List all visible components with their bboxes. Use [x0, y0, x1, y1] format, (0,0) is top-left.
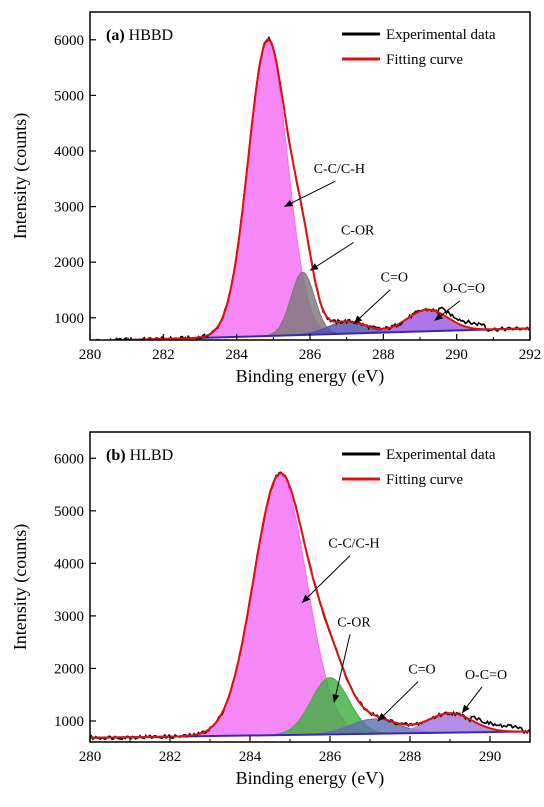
legend-entry-label: Experimental data: [386, 27, 496, 43]
x-tick-label: 286: [319, 749, 342, 765]
x-tick-label: 290: [445, 347, 468, 363]
annotation-arrow-line: [284, 180, 336, 208]
peak-c-c-c-h: [90, 474, 530, 739]
peak-annotation-label: O-C=O: [443, 282, 485, 297]
annotation-arrow-head: [302, 594, 311, 603]
x-tick-label: 288: [399, 749, 422, 765]
y-tick-label: 3000: [54, 200, 84, 216]
x-axis-label: Binding energy (eV): [236, 768, 385, 789]
y-tick-label: 5000: [54, 504, 84, 520]
x-tick-label: 282: [159, 749, 182, 765]
fitting-curve-line: [90, 472, 530, 739]
y-tick-label: 5000: [54, 88, 84, 104]
peak-annotation-label: C=O: [381, 271, 408, 286]
panel-letter: (a): [106, 27, 129, 44]
annotation-arrow-line: [353, 289, 391, 324]
peak-annotation-label: C-OR: [337, 615, 371, 630]
peak-annotation-label: C=O: [408, 663, 435, 678]
legend-entry-label: Fitting curve: [386, 52, 463, 68]
y-tick-label: 1000: [54, 311, 84, 327]
x-tick-label: 284: [225, 347, 248, 363]
legend-entry-label: Experimental data: [386, 447, 496, 463]
y-tick-label: 1000: [54, 714, 84, 730]
y-axis-label: Intensity (counts): [10, 524, 31, 650]
x-tick-label: 292: [519, 347, 542, 363]
y-tick-label: 6000: [54, 451, 84, 467]
x-tick-label: 284: [239, 749, 262, 765]
peak-annotation-label: C-C/C-H: [328, 537, 379, 552]
annotation-arrow-head: [378, 712, 387, 721]
plot-area: [90, 471, 530, 741]
peak-annotation-label: O-C=O: [465, 668, 507, 683]
annotation-arrow-head: [354, 315, 363, 324]
annotation-arrow-line: [309, 241, 354, 271]
annotation-arrow-line: [377, 681, 419, 722]
y-tick-label: 6000: [54, 33, 84, 49]
chart-panel-1: 280 282 284 286 288 290 1000 2000 3000 4000 5000 60…: [10, 431, 531, 789]
annotation-arrow-head: [462, 704, 470, 714]
y-tick-label: 4000: [54, 556, 84, 572]
x-tick-label: 286: [299, 347, 322, 363]
peak-annotation-label: C-OR: [341, 223, 375, 238]
annotation-arrow-head: [310, 263, 319, 271]
annotation-arrow-head: [434, 312, 444, 321]
x-tick-label: 280: [79, 347, 102, 363]
x-tick-label: 288: [372, 347, 395, 363]
y-tick-label: 4000: [54, 144, 84, 160]
annotation-arrow-head: [284, 199, 294, 207]
annotation-arrow-head: [332, 694, 340, 703]
plot-area: [90, 35, 530, 340]
y-tick-label: 3000: [54, 609, 84, 625]
panel-letter: (b): [106, 447, 130, 464]
x-tick-label: 290: [479, 749, 502, 765]
panel-label: (a) HBBD: [106, 27, 173, 44]
panel-sample-name: HBBD: [129, 27, 173, 44]
legend-entry-label: Fitting curve: [386, 472, 463, 488]
panel-label: (b) HLBD: [106, 447, 173, 464]
chart-panel-0: 280 282 284 286 288 290 292 1000 2000 3000 4000 500…: [10, 11, 542, 387]
panel-sample-name: HLBD: [130, 447, 174, 464]
x-tick-label: 282: [152, 347, 175, 363]
y-axis-label: Intensity (counts): [10, 113, 31, 239]
annotation-arrow-line: [333, 634, 351, 703]
y-tick-label: 2000: [54, 255, 84, 271]
plot-frame: [89, 431, 531, 743]
y-tick-label: 2000: [54, 661, 84, 677]
x-axis-label: Binding energy (eV): [236, 366, 385, 387]
peak-annotation-label: C-C/C-H: [314, 162, 365, 177]
x-tick-label: 280: [79, 749, 102, 765]
annotation-arrow-line: [301, 555, 351, 604]
